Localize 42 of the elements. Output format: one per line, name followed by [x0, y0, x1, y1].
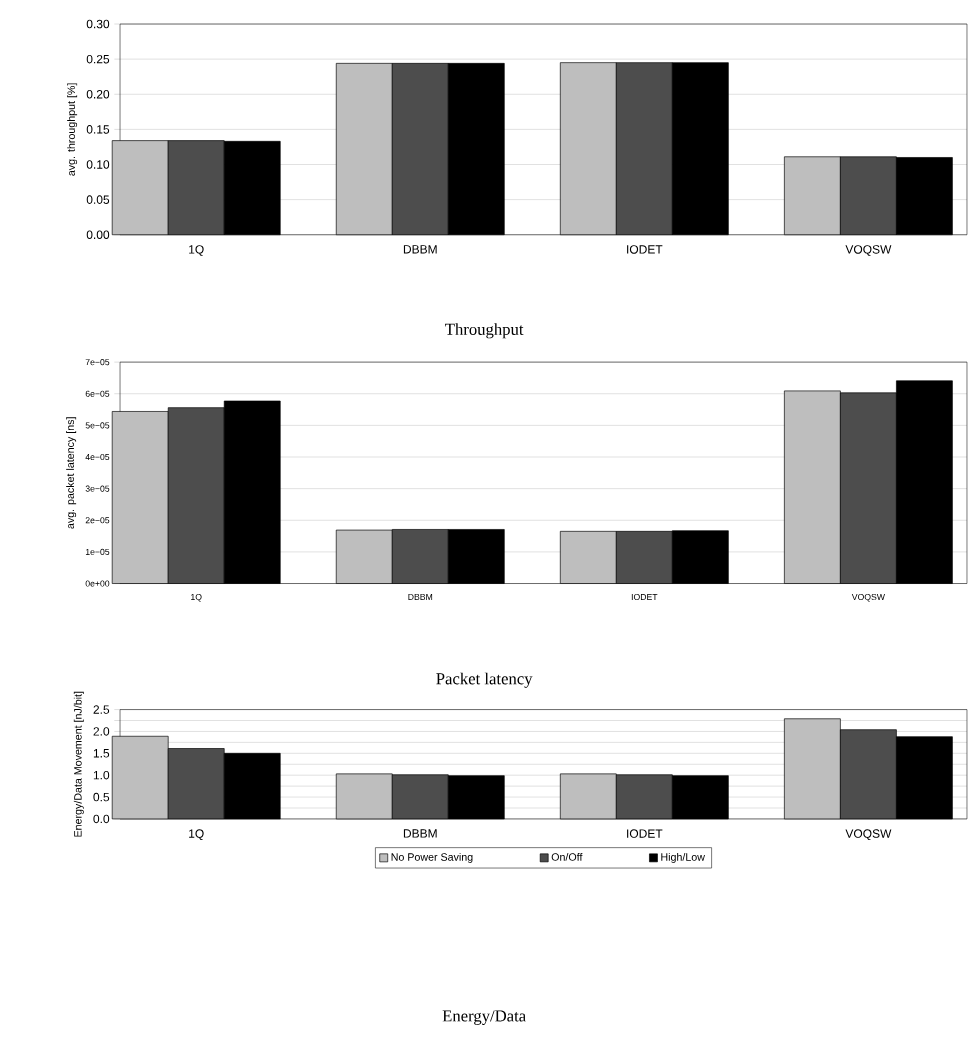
legend-label: High/Low [661, 852, 706, 863]
y-tick-label: 0.10 [86, 160, 110, 169]
x-tick-label: IODET [627, 829, 663, 838]
y-tick-label: 0.25 [86, 54, 110, 64]
x-tick-label: VOQSW [845, 829, 892, 840]
x-tick-label: IODET [627, 245, 663, 254]
text: Throughput [445, 323, 524, 339]
y-tick-label: 0.5 [93, 792, 110, 802]
x-tick-label: DBBM [404, 829, 437, 838]
y-tick-label: 1e−05 [86, 548, 110, 555]
y-tick-label: 2e−05 [85, 517, 110, 524]
y-axis-title: avg. packet latency [ns] [66, 417, 77, 529]
x-tick-label: IODET [632, 593, 658, 601]
x-tick-label: 1Q [191, 593, 202, 602]
x-tick-label: 1Q [189, 829, 204, 840]
y-axis-title: avg. throughput [%] [67, 83, 78, 176]
y-tick-label: 3e−05 [85, 485, 110, 492]
y-tick-label: 0.00 [86, 230, 110, 239]
legend-label: No Power Saving [391, 852, 473, 863]
y-tick-label: 0.20 [86, 90, 110, 99]
y-tick-label: 7e−05 [85, 359, 110, 366]
y-tick-label: 2.5 [93, 705, 110, 714]
y-tick-label: 2.0 [93, 727, 110, 736]
y-tick-label: 0e+00 [85, 580, 110, 587]
y-axis-title: Energy/Data Movement [nJ/bit] [74, 691, 84, 837]
x-tick-label: VOQSW [852, 593, 886, 602]
y-tick-label: 5e−05 [85, 422, 110, 429]
y-tick-label: 0.30 [86, 19, 110, 29]
x-tick-label: DBBM [408, 593, 433, 600]
y-tick-label: 0.05 [86, 195, 110, 204]
legend-label: On/Off [551, 852, 583, 861]
y-tick-label: 0.15 [86, 125, 110, 134]
x-tick-label: 1Q [189, 245, 204, 256]
text: Packet latency [436, 672, 533, 688]
x-tick-label: VOQSW [845, 245, 892, 256]
y-tick-label: 0.0 [93, 814, 110, 824]
text: Energy/Data [442, 1010, 527, 1025]
y-tick-label: 1.0 [94, 770, 110, 780]
y-tick-label: 6e−05 [85, 390, 110, 397]
y-tick-label: 1.5 [94, 749, 110, 758]
x-tick-label: DBBM [404, 245, 437, 254]
y-tick-label: 4e−05 [85, 453, 110, 461]
